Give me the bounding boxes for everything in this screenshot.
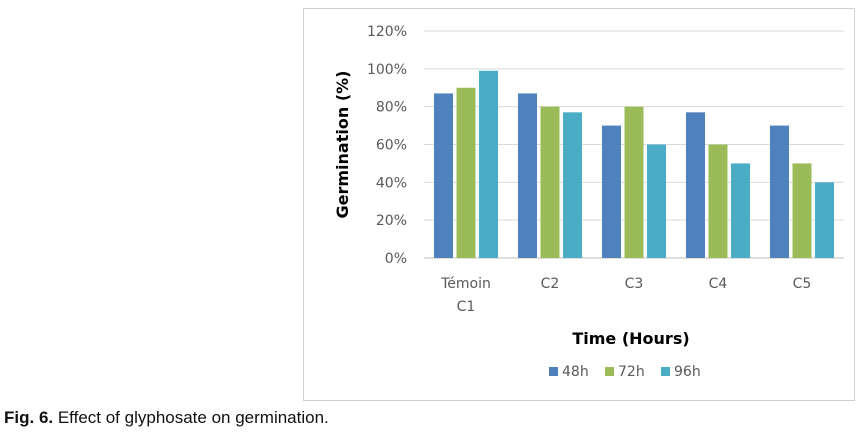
bar-96h-C2: [563, 112, 582, 258]
legend-label-72h: 72h: [618, 364, 645, 380]
y-axis-title: Germination (%): [333, 71, 352, 219]
figure-caption: Fig. 6. Effect of glyphosate on germinat…: [4, 408, 329, 428]
y-tick-label: 40%: [376, 175, 407, 191]
legend-swatch-48h: [549, 367, 558, 376]
y-tick-label: 20%: [376, 213, 407, 229]
bar-48h-Témoin-C1: [434, 93, 453, 258]
bar-96h-C5: [815, 182, 834, 258]
bar-72h-C4: [708, 144, 728, 258]
caption-text: Effect of glyphosate on germination.: [53, 408, 329, 427]
x-tick-label: C3: [625, 276, 644, 292]
x-tick-label: C5: [793, 276, 812, 292]
y-tick-label: 0%: [385, 251, 407, 267]
x-tick-label: C4: [709, 276, 728, 292]
bar-72h-C5: [792, 163, 812, 258]
legend-label-48h: 48h: [562, 364, 589, 380]
bar-48h-C3: [602, 125, 621, 258]
bar-96h-C3: [647, 144, 666, 258]
y-tick-label: 120%: [367, 24, 407, 40]
bar-48h-C4: [686, 112, 705, 258]
bar-72h-C3: [624, 106, 644, 259]
caption-label: Fig. 6.: [4, 408, 54, 427]
chart-frame: 0% 20% 40% 60% 80% 100% 120% Témoin C1 C2 C3 C4 C5 Ge…: [303, 8, 855, 401]
legend-swatch-72h: [605, 367, 614, 376]
germination-bar-chart: 0% 20% 40% 60% 80% 100% 120% Témoin C1 C2 C3 C4 C5 Ge…: [333, 24, 844, 380]
bar-96h-C4: [731, 163, 750, 258]
x-tick-label: C1: [457, 299, 476, 315]
bar-96h-Témoin-C1: [479, 70, 498, 258]
y-tick-label: 60%: [376, 138, 407, 154]
bar-72h-C2: [540, 106, 560, 259]
legend-swatch-96h: [661, 367, 670, 376]
bar-48h-C2: [518, 93, 537, 258]
x-axis-title: Time (Hours): [572, 329, 689, 348]
x-tick-label: Témoin: [440, 276, 491, 292]
x-tick-label: C2: [541, 276, 560, 292]
bar-48h-C5: [770, 125, 789, 258]
y-tick-label: 80%: [376, 100, 407, 116]
legend-label-96h: 96h: [674, 364, 701, 380]
y-tick-label: 100%: [367, 62, 407, 78]
bar-72h-Témoin-C1: [456, 87, 476, 258]
